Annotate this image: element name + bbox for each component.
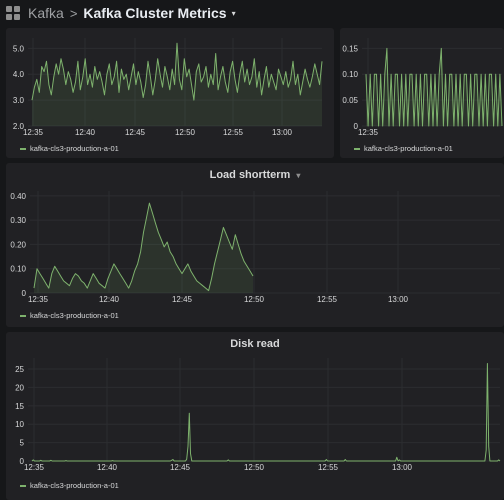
y-tick-label: 0 xyxy=(22,289,27,298)
x-tick-label: 12:55 xyxy=(317,295,338,304)
x-tick-label: 13:00 xyxy=(272,128,293,137)
x-tick-label: 12:45 xyxy=(125,128,146,137)
panel-top-left[interactable]: 2.0 3.0 4.0 5.0 12:35 12:40 12:45 12:50 12:55 13:… xyxy=(6,28,334,158)
x-tick-label: 12:40 xyxy=(99,295,120,304)
x-tick-label: 12:40 xyxy=(97,463,118,472)
panel-top-right[interactable]: 0 0.05 0.10 0.15 12:35 kafka-cls3-production… xyxy=(340,28,504,158)
dashboard-title[interactable]: Kafka Cluster Metrics xyxy=(83,5,227,21)
x-tick-label: 13:00 xyxy=(392,463,413,472)
y-tick-label: 3.0 xyxy=(13,96,25,105)
y-tick-label: 0.40 xyxy=(10,192,26,201)
series-line xyxy=(365,47,503,127)
x-tick-label: 12:35 xyxy=(28,295,49,304)
x-tick-label: 12:40 xyxy=(75,128,96,137)
y-tick-label: 2.0 xyxy=(13,122,25,131)
series-area-fill xyxy=(34,203,253,293)
x-tick-label: 12:55 xyxy=(318,463,339,472)
y-tick-label: 25 xyxy=(15,365,24,374)
legend-swatch xyxy=(354,147,360,150)
x-tick-label: 12:50 xyxy=(244,295,265,304)
series-area-fill xyxy=(32,43,322,127)
legend-series-label: kafka-cls3-production-a-01 xyxy=(364,144,453,153)
legend-series-label: kafka-cls3-production-a-01 xyxy=(30,144,119,153)
panel-title-load[interactable]: Load shortterm ▾ xyxy=(6,169,504,181)
x-tick-label: 12:45 xyxy=(170,463,191,472)
legend-top-right[interactable]: kafka-cls3-production-a-01 xyxy=(354,144,453,153)
breadcrumb-separator-icon: > xyxy=(69,5,78,21)
y-tick-label: 0.30 xyxy=(10,216,26,225)
x-tick-label: 12:35 xyxy=(23,128,44,137)
x-tick-label: 12:50 xyxy=(175,128,196,137)
y-tick-label: 4.0 xyxy=(13,70,25,79)
x-tick-label: 12:45 xyxy=(172,295,193,304)
y-tick-label: 0.10 xyxy=(342,70,358,79)
y-tick-label: 0 xyxy=(354,122,359,131)
panel-title-caret-icon: ▾ xyxy=(296,171,301,180)
chart-load-shortterm: 0 0.10 0.20 0.30 0.40 12:35 12:40 12:45 12:50 12:… xyxy=(10,191,500,304)
x-tick-label: 12:35 xyxy=(24,463,45,472)
x-tick-label: 12:35 xyxy=(358,128,379,137)
chart-top-right: 0 0.05 0.10 0.15 12:35 xyxy=(342,38,503,137)
y-tick-label: 20 xyxy=(15,383,24,392)
legend-disk[interactable]: kafka-cls3-production-a-01 xyxy=(20,481,119,490)
legend-series-label: kafka-cls3-production-a-01 xyxy=(30,311,119,320)
chart-top-left: 2.0 3.0 4.0 5.0 12:35 12:40 12:45 12:50 12:55 13:… xyxy=(13,38,323,137)
y-tick-label: 5 xyxy=(20,439,25,448)
x-tick-label: 12:50 xyxy=(244,463,265,472)
chart-disk-read: 0 5 10 15 20 25 12:35 12:40 12:45 12:50 12:55 13:00 xyxy=(15,358,501,472)
breadcrumb-folder-link[interactable]: Kafka xyxy=(28,5,64,21)
y-tick-label: 10 xyxy=(15,420,24,429)
x-tick-label: 13:00 xyxy=(388,295,409,304)
panel-title-text: Disk read xyxy=(230,338,280,350)
legend-swatch xyxy=(20,147,26,150)
panel-load-shortterm[interactable]: Load shortterm ▾ 0 0.10 0.20 0.30 0.40 12:35 1… xyxy=(6,163,504,327)
series-line xyxy=(31,363,501,462)
top-navbar: Kafka > Kafka Cluster Metrics ▾ xyxy=(0,0,504,26)
y-tick-label: 0.05 xyxy=(342,96,358,105)
legend-load[interactable]: kafka-cls3-production-a-01 xyxy=(20,311,119,320)
panel-disk-read[interactable]: Disk read 0 5 10 15 20 25 12:35 12:40 12:45 12:50… xyxy=(6,332,504,500)
panel-title-text: Load shortterm xyxy=(209,169,291,181)
legend-swatch xyxy=(20,484,26,487)
panel-title-disk[interactable]: Disk read xyxy=(6,338,504,350)
y-tick-label: 5.0 xyxy=(13,44,25,53)
y-tick-label: 0 xyxy=(20,457,25,466)
y-tick-label: 0.10 xyxy=(10,265,26,274)
dashboard-dropdown-caret-icon[interactable]: ▾ xyxy=(231,8,236,18)
dashboards-grid-icon[interactable] xyxy=(6,6,20,20)
legend-top-left[interactable]: kafka-cls3-production-a-01 xyxy=(20,144,119,153)
legend-swatch xyxy=(20,314,26,317)
x-tick-label: 12:55 xyxy=(223,128,244,137)
series-line xyxy=(33,202,254,292)
legend-series-label: kafka-cls3-production-a-01 xyxy=(30,481,119,490)
y-tick-label: 15 xyxy=(15,402,24,411)
y-tick-label: 0.15 xyxy=(342,44,358,53)
series-line xyxy=(31,42,323,101)
y-tick-label: 0.20 xyxy=(10,240,26,249)
